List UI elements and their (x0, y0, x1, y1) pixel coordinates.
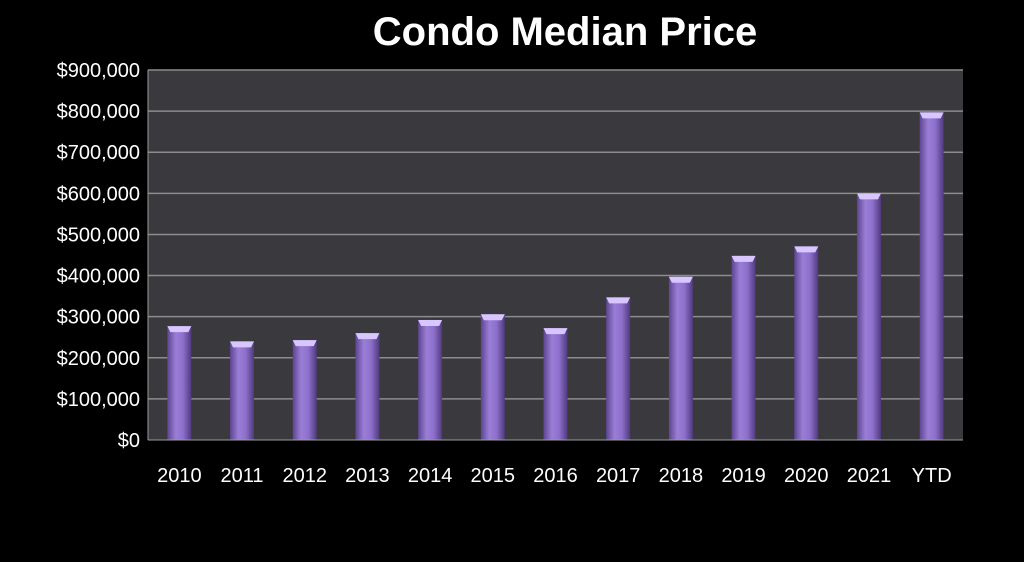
bar (230, 341, 255, 440)
bar-top (355, 333, 380, 340)
x-tick-label: 2018 (659, 465, 704, 487)
y-tick-label: $800,000 (57, 101, 140, 123)
bar-top (418, 319, 443, 326)
bar-body (668, 276, 693, 440)
x-tick-labels: 2010 2011 2012 2013 2014 2015 2016 2017 2018 2019… (157, 465, 952, 487)
y-tick-label: $100,000 (57, 389, 140, 411)
bar-top (919, 112, 944, 119)
bar-body (418, 319, 443, 440)
bar-body (167, 326, 192, 440)
bar-body (856, 193, 881, 440)
bar (292, 340, 317, 440)
x-tick-label: 2020 (784, 465, 829, 487)
x-tick-label: 2021 (847, 465, 892, 487)
bar (731, 255, 756, 440)
x-tick-label: 2017 (596, 465, 641, 487)
bar (606, 297, 631, 440)
bar (543, 328, 568, 440)
y-tick-label: $600,000 (57, 183, 140, 205)
bar-body (230, 341, 255, 440)
x-tick-label: 2012 (282, 465, 327, 487)
bar-top (167, 326, 192, 333)
bar-top (543, 328, 568, 335)
bar (480, 314, 505, 440)
y-tick-label: $900,000 (57, 60, 140, 82)
bar-top (230, 341, 255, 348)
bars (167, 112, 944, 440)
y-tick-label: $700,000 (57, 142, 140, 164)
bar-body (543, 328, 568, 440)
bar-top (292, 340, 317, 347)
x-tick-label: 2014 (408, 465, 453, 487)
bar-body (292, 340, 317, 440)
bar (167, 326, 192, 440)
y-tick-label: $500,000 (57, 224, 140, 246)
y-tick-label: $0 (118, 430, 140, 452)
bar (418, 319, 443, 440)
x-tick-label: 2016 (533, 465, 578, 487)
bar (668, 276, 693, 440)
y-tick-label: $200,000 (57, 348, 140, 370)
bar-top (668, 276, 693, 283)
bar (919, 112, 944, 440)
bar-body (919, 112, 944, 440)
bar-top (856, 193, 881, 200)
bar-body (606, 297, 631, 440)
x-tick-label: 2019 (721, 465, 766, 487)
y-tick-label: $400,000 (57, 266, 140, 288)
bar-body (480, 314, 505, 440)
bar (856, 193, 881, 440)
y-tick-labels: $0 $100,000 $200,000 $300,000 $400,000 $500,0… (57, 60, 140, 452)
chart-title: Condo Median Price (372, 10, 758, 54)
x-tick-label: YTD (912, 465, 952, 487)
x-tick-label: 2013 (345, 465, 390, 487)
bar-top (731, 255, 756, 262)
y-tick-label: $300,000 (57, 307, 140, 329)
bar-body (794, 246, 819, 440)
x-tick-label: 2011 (221, 465, 264, 487)
bar-body (731, 255, 756, 440)
bar (794, 246, 819, 440)
bar-top (794, 246, 819, 253)
gridlines (148, 69, 963, 400)
bar-top (480, 314, 505, 321)
x-tick-label: 2010 (157, 465, 202, 487)
x-tick-label: 2015 (471, 465, 516, 487)
bar-body (355, 333, 380, 440)
bar (355, 333, 380, 440)
bar-top (606, 297, 631, 304)
